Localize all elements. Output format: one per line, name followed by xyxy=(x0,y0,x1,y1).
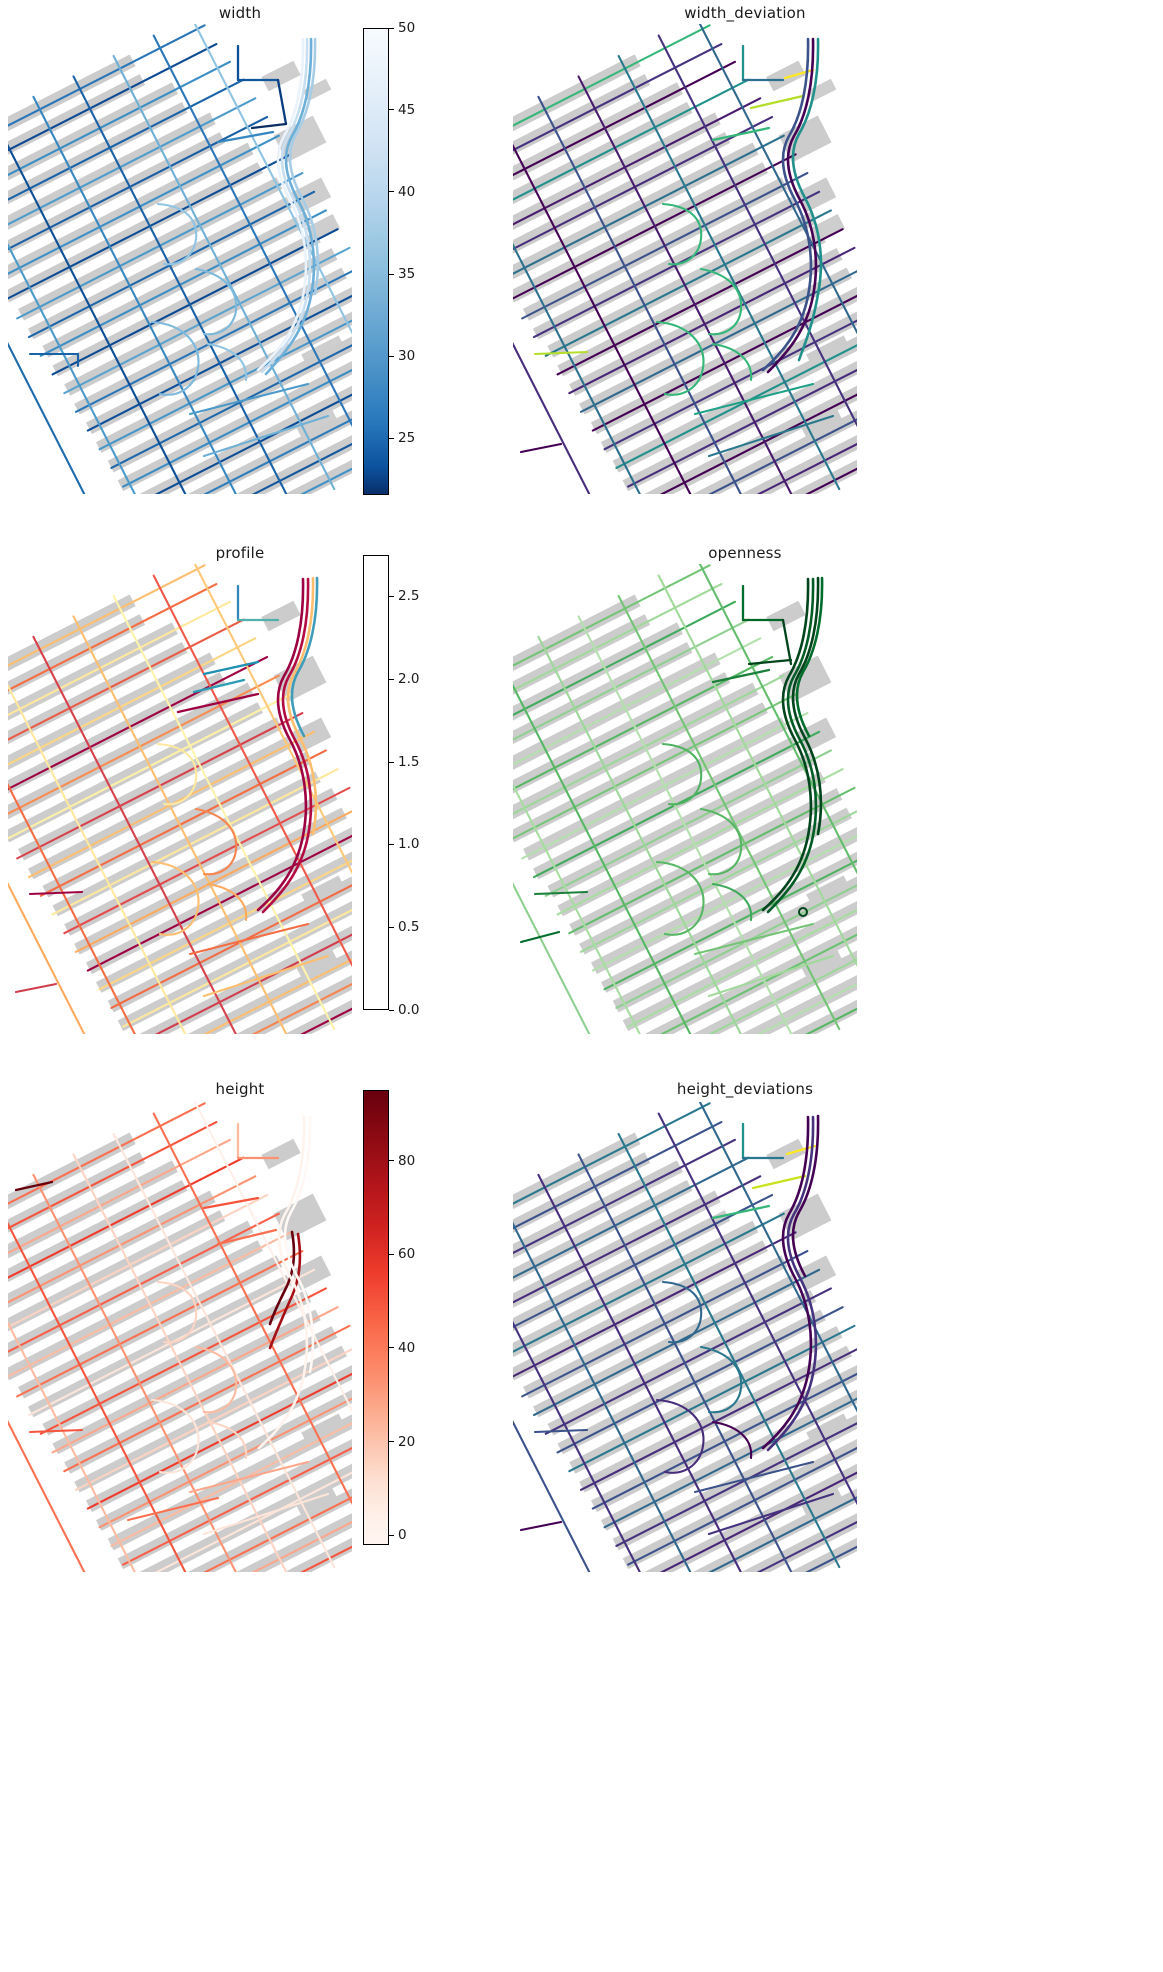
tick-label: 2.0 xyxy=(398,671,420,688)
tick-label: 2.5 xyxy=(398,588,420,605)
colorbar-profile[interactable]: 2.5 2.0 1.5 1.0 0.5 0.0 xyxy=(363,555,449,1018)
tick-label: 50 xyxy=(398,20,416,36)
map-canvas-height xyxy=(8,1102,352,1572)
tick-label: 45 xyxy=(398,101,416,118)
map-width[interactable] xyxy=(8,24,352,494)
map-openness[interactable] xyxy=(513,564,857,1034)
panel-title-width: width xyxy=(218,4,262,22)
panel-profile: profile xyxy=(0,540,480,1040)
map-height-deviations[interactable] xyxy=(513,1102,857,1572)
colorbar-width[interactable]: 50 45 40 35 30 25 xyxy=(363,20,449,495)
map-canvas-profile xyxy=(8,564,352,1034)
map-canvas-openness xyxy=(513,564,857,1034)
tick-label: 80 xyxy=(398,1152,416,1169)
tick-label: 1.0 xyxy=(398,836,420,853)
tick-label: 0.5 xyxy=(398,919,420,936)
panel-title-height: height xyxy=(215,1080,265,1098)
tick-label: 60 xyxy=(398,1246,416,1263)
colorbar-ticks-width: 50 45 40 35 30 25 xyxy=(389,20,449,495)
colorbar-strip-width xyxy=(363,28,389,495)
colorbar-ticks-height: 80 60 40 20 0 xyxy=(389,1090,449,1545)
panel-openness: openness xyxy=(505,540,985,1040)
map-profile[interactable] xyxy=(8,564,352,1034)
tick-label: 1.5 xyxy=(398,754,420,771)
panel-width: width xyxy=(0,0,480,500)
map-height[interactable] xyxy=(8,1102,352,1572)
map-width-deviation[interactable] xyxy=(513,24,857,494)
map-canvas-width xyxy=(8,24,352,494)
colorbar-height[interactable]: 80 60 40 20 0 xyxy=(363,1090,449,1545)
panel-height-deviations: height_deviations xyxy=(505,1062,985,1572)
panel-title-openness: openness xyxy=(708,544,782,562)
tick-label: 35 xyxy=(398,266,416,283)
tick-label: 0.0 xyxy=(398,1002,420,1018)
panel-height: height xyxy=(0,1062,480,1572)
tick-label: 40 xyxy=(398,183,416,200)
colorbar-strip-profile xyxy=(363,555,389,1010)
panel-title-height-deviations: height_deviations xyxy=(676,1080,814,1098)
tick-label: 25 xyxy=(398,430,416,447)
colorbar-strip-height xyxy=(363,1090,389,1545)
colorbar-ticks-profile: 2.5 2.0 1.5 1.0 0.5 0.0 xyxy=(389,555,449,1018)
tick-label: 20 xyxy=(398,1433,416,1450)
panel-title-profile: profile xyxy=(215,544,265,562)
tick-label: 40 xyxy=(398,1339,416,1356)
tick-label: 30 xyxy=(398,348,416,365)
panel-width-deviation: width_deviation xyxy=(505,0,985,500)
tick-label: 0 xyxy=(398,1527,407,1544)
map-canvas-height-deviations xyxy=(513,1102,857,1572)
panel-title-width-deviation: width_deviation xyxy=(684,4,806,22)
map-canvas-width-deviation xyxy=(513,24,857,494)
